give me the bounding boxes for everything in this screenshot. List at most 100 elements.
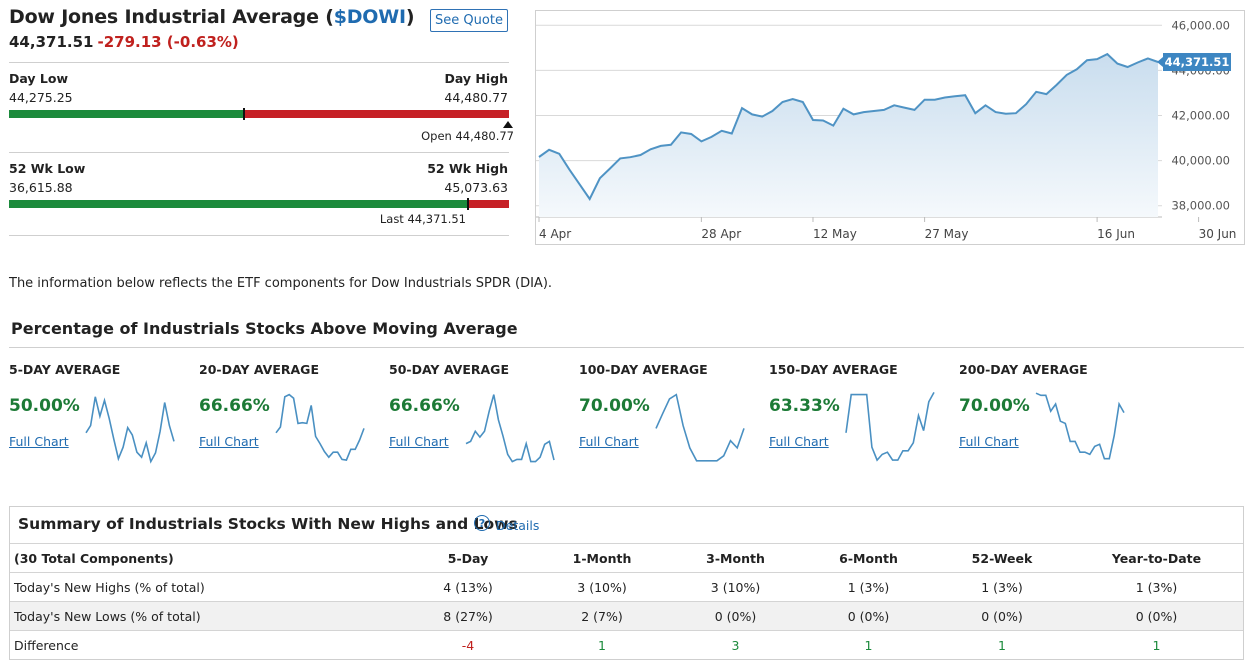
title-text: Dow Jones Industrial Average ( (9, 6, 334, 28)
column-header: 3-Month (668, 543, 803, 573)
table-cell: 1 (3%) (934, 572, 1070, 602)
sparkline-path (845, 392, 935, 462)
x-tick-label: 12 May (813, 227, 857, 241)
table-row: Today's New Highs (% of total) 4 (13%) 3… (10, 572, 1243, 602)
week52-high-value: 45,073.63 (444, 180, 508, 195)
last-value: Last 44,371.51 (379, 212, 466, 226)
column-header: (30 Total Components) (10, 543, 400, 573)
x-tick-label: 30 Jun (1199, 227, 1237, 241)
divider (9, 235, 509, 236)
index-title: Dow Jones Industrial Average ($DOWI) (9, 6, 415, 28)
table-cell: 1 (934, 630, 1070, 659)
average-card: 200-DAY AVERAGE 70.00% Full Chart (959, 362, 1139, 472)
see-quote-button[interactable]: See Quote (430, 9, 508, 32)
price-line (538, 52, 1159, 201)
price-area (539, 54, 1158, 217)
table-cell: 0 (0%) (934, 601, 1070, 631)
average-card: 5-DAY AVERAGE 50.00% Full Chart (9, 362, 189, 472)
table-cell: 0 (0%) (803, 601, 934, 631)
day-low-label: Day Low (9, 71, 69, 86)
badge-pointer (1157, 57, 1163, 68)
table-cell: 3 (668, 630, 803, 659)
average-label: 5-DAY AVERAGE (9, 362, 121, 377)
x-tick-label: 16 Jun (1097, 227, 1135, 241)
full-chart-link[interactable]: Full Chart (199, 434, 259, 449)
sparkline[interactable] (465, 390, 557, 466)
average-label: 100-DAY AVERAGE (579, 362, 708, 377)
sparkline-path (1035, 392, 1125, 460)
week52-low-label: 52 Wk Low (9, 161, 86, 176)
title-suffix: ) (405, 6, 415, 28)
sparkline[interactable] (85, 390, 177, 466)
average-card: 150-DAY AVERAGE 63.33% Full Chart (769, 362, 949, 472)
full-chart-link[interactable]: Full Chart (579, 434, 639, 449)
day-high-label: Day High (444, 71, 508, 86)
column-header: 6-Month (803, 543, 934, 573)
divider (9, 62, 509, 63)
day-range-bar (9, 108, 509, 120)
day-range-green (9, 110, 244, 118)
help-icon[interactable]: ? (474, 515, 490, 531)
table-row: Difference -4 1 3 1 1 1 (10, 630, 1243, 659)
price-chart-svg[interactable]: 46,000.0044,000.0042,000.0040,000.0038,0… (536, 11, 1244, 244)
full-chart-link[interactable]: Full Chart (389, 434, 449, 449)
divider (9, 347, 1244, 348)
row-label: Today's New Highs (% of total) (10, 572, 400, 602)
week52-high-label: 52 Wk High (427, 161, 508, 176)
x-tick-label: 27 May (925, 227, 969, 241)
column-header: 5-Day (400, 543, 536, 573)
column-header: 52-Week (934, 543, 1070, 573)
average-card: 50-DAY AVERAGE 66.66% Full Chart (389, 362, 569, 472)
sparkline[interactable] (1035, 390, 1127, 466)
average-label: 150-DAY AVERAGE (769, 362, 898, 377)
price-change: -279.13 (-0.63%) (97, 33, 239, 51)
table-row: Today's New Lows (% of total) 8 (27%) 2 … (10, 601, 1243, 631)
day-range-marker (243, 108, 245, 120)
y-tick-label: 38,000.00 (1171, 199, 1230, 213)
sparkline[interactable] (655, 390, 747, 466)
last-price-badge-text: 44,371.51 (1165, 55, 1230, 69)
open-value: Open 44,480.77 (421, 129, 514, 143)
average-percent: 50.00% (9, 396, 80, 416)
average-percent: 70.00% (579, 396, 650, 416)
average-label: 200-DAY AVERAGE (959, 362, 1088, 377)
symbol-link[interactable]: $DOWI (333, 6, 406, 28)
table-cell: 1 (536, 630, 668, 659)
column-header: 1-Month (536, 543, 668, 573)
week52-range-red (468, 200, 509, 208)
table-cell: 3 (10%) (668, 572, 803, 602)
price-line: 44,371.51 -279.13 (-0.63%) (9, 33, 239, 51)
price-chart[interactable]: 46,000.0044,000.0042,000.0040,000.0038,0… (535, 10, 1245, 245)
table-cell: 2 (7%) (536, 601, 668, 631)
divider (9, 152, 509, 153)
details-link[interactable]: Details (496, 518, 540, 533)
average-percent: 63.33% (769, 396, 840, 416)
x-tick-label: 28 Apr (701, 227, 741, 241)
week52-range-green (9, 200, 468, 208)
row-label: Difference (10, 630, 400, 659)
day-low-value: 44,275.25 (9, 90, 73, 105)
sparkline-path (275, 393, 365, 461)
etf-note: The information below reflects the ETF c… (9, 276, 553, 291)
average-card: 20-DAY AVERAGE 66.66% Full Chart (199, 362, 379, 472)
y-tick-label: 40,000.00 (1171, 154, 1230, 168)
open-triangle-icon (503, 121, 513, 128)
summary-panel: Summary of Industrials Stocks With New H… (9, 506, 1244, 660)
table-cell: 1 (1070, 630, 1243, 659)
average-card: 100-DAY AVERAGE 70.00% Full Chart (579, 362, 759, 472)
week52-range-bar (9, 198, 509, 210)
full-chart-link[interactable]: Full Chart (959, 434, 1019, 449)
full-chart-link[interactable]: Full Chart (9, 434, 69, 449)
sparkline[interactable] (275, 390, 367, 466)
row-label: Today's New Lows (% of total) (10, 601, 400, 631)
sparkline-path (655, 393, 745, 462)
week52-range-marker (467, 198, 469, 210)
last-price: 44,371.51 (9, 33, 94, 51)
summary-table: (30 Total Components) 5-Day 1-Month 3-Mo… (10, 543, 1243, 659)
full-chart-link[interactable]: Full Chart (769, 434, 829, 449)
column-header: Year-to-Date (1070, 543, 1243, 573)
sparkline[interactable] (845, 390, 937, 466)
day-high-value: 44,480.77 (444, 90, 508, 105)
table-cell: -4 (400, 630, 536, 659)
table-cell: 4 (13%) (400, 572, 536, 602)
